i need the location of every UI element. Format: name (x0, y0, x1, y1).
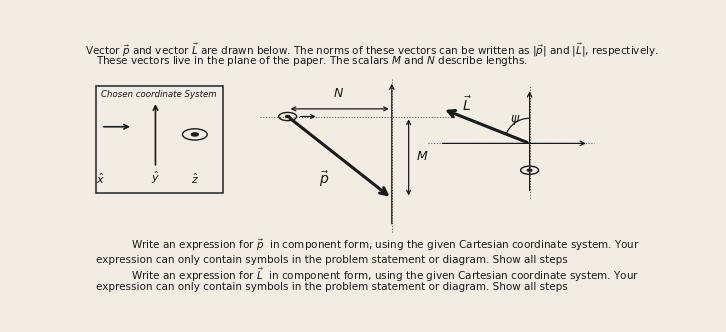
Text: $\hat{y}$: $\hat{y}$ (151, 169, 160, 186)
Text: $\hat{z}$: $\hat{z}$ (191, 171, 199, 186)
Text: Write an expression for $\vec{L}$  in component form, using the given Cartesian : Write an expression for $\vec{L}$ in com… (105, 266, 639, 284)
Text: Write an expression for $\vec{p}$  in component form, using the given Cartesian : Write an expression for $\vec{p}$ in com… (105, 238, 640, 253)
Text: These vectors live in the plane of the paper. The scalars $M$ and $N$ describe l: These vectors live in the plane of the p… (97, 54, 529, 68)
Text: $\psi$: $\psi$ (510, 113, 521, 127)
Text: $\hat{x}$: $\hat{x}$ (97, 171, 105, 186)
Text: expression can only contain symbols in the problem statement or diagram. Show al: expression can only contain symbols in t… (97, 255, 568, 265)
Text: Vector $\vec{p}$ and vector $\vec{L}$ are drawn below. The norms of these vector: Vector $\vec{p}$ and vector $\vec{L}$ ar… (85, 41, 659, 58)
Text: $N$: $N$ (333, 87, 344, 100)
Text: expression can only contain symbols in the problem statement or diagram. Show al: expression can only contain symbols in t… (97, 282, 568, 292)
Circle shape (285, 116, 290, 118)
Text: $\vec{p}$: $\vec{p}$ (319, 169, 330, 189)
Circle shape (527, 169, 532, 171)
Text: Chosen coordinate System: Chosen coordinate System (101, 90, 216, 99)
Circle shape (192, 133, 198, 136)
Text: $\vec{L}$: $\vec{L}$ (462, 96, 472, 114)
Bar (97, 86, 223, 193)
Text: $M$: $M$ (416, 150, 428, 163)
